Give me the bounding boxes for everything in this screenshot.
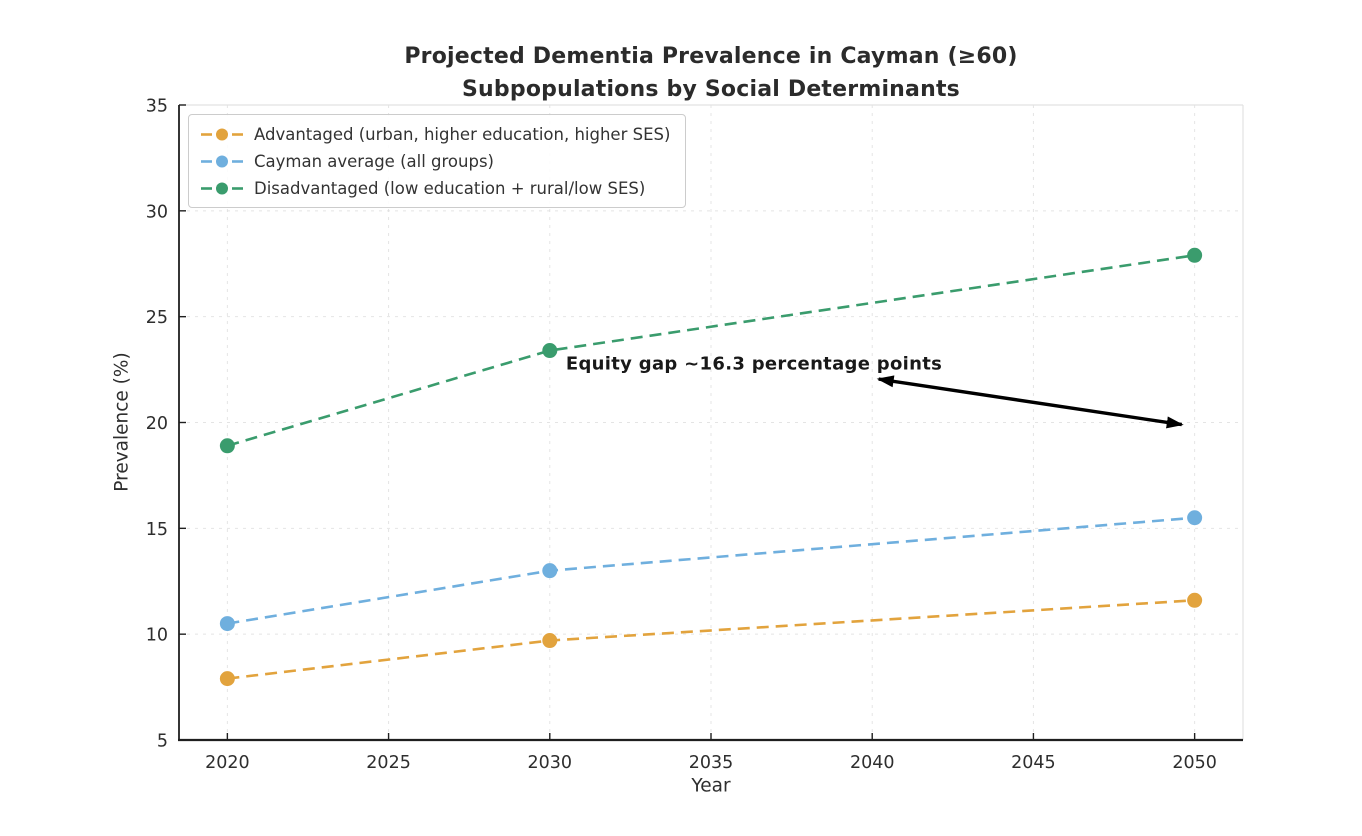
- y-tick-label: 30: [146, 202, 168, 222]
- data-point: [1187, 247, 1203, 263]
- data-point: [542, 343, 558, 359]
- legend: Advantaged (urban, higher education, hig…: [188, 114, 687, 208]
- equity-gap-arrow: [876, 375, 1184, 429]
- data-point: [542, 633, 558, 649]
- x-tick-label: 2050: [1172, 753, 1217, 773]
- chart-title: Projected Dementia Prevalence in Cayman …: [179, 40, 1243, 106]
- legend-line-marker-icon: [201, 155, 243, 167]
- x-axis-label: Year: [691, 775, 731, 797]
- annotation-equity-gap: Equity gap ~16.3 percentage points: [565, 353, 943, 375]
- legend-label: Advantaged (urban, higher education, hig…: [254, 124, 671, 144]
- data-point: [1187, 510, 1203, 526]
- y-tick-label: 15: [146, 520, 168, 540]
- x-tick-label: 2030: [528, 753, 573, 773]
- y-tick-label: 10: [146, 626, 168, 646]
- legend-item-average: Cayman average (all groups): [201, 150, 670, 172]
- data-point: [219, 616, 235, 632]
- legend-item-disadvantaged: Disadvantaged (low education + rural/low…: [201, 177, 670, 199]
- series-line-2: [226, 253, 1195, 448]
- y-tick-label: 25: [146, 308, 168, 328]
- data-point: [219, 671, 235, 687]
- x-tick-label: 2040: [850, 753, 895, 773]
- x-tick-label: 2020: [205, 753, 250, 773]
- chart-title-line2: Subpopulations by Social Determinants: [462, 77, 960, 102]
- y-axis-label: Prevalence (%): [111, 352, 133, 492]
- y-tick-label: 20: [146, 414, 168, 434]
- x-tick-label: 2035: [689, 753, 734, 773]
- legend-label: Cayman average (all groups): [254, 151, 494, 171]
- legend-item-advantaged: Advantaged (urban, higher education, hig…: [201, 123, 670, 145]
- data-point: [1187, 592, 1203, 608]
- y-tick-label: 5: [157, 732, 168, 752]
- legend-line-marker-icon: [201, 182, 243, 194]
- x-tick-label: 2045: [1011, 753, 1056, 773]
- chart-title-line1: Projected Dementia Prevalence in Cayman …: [404, 44, 1018, 69]
- legend-label: Disadvantaged (low education + rural/low…: [254, 178, 646, 198]
- y-tick-label: 35: [146, 97, 168, 117]
- data-point: [542, 563, 558, 579]
- data-point: [219, 438, 235, 454]
- legend-line-marker-icon: [201, 128, 243, 140]
- x-tick-label: 2025: [366, 753, 411, 773]
